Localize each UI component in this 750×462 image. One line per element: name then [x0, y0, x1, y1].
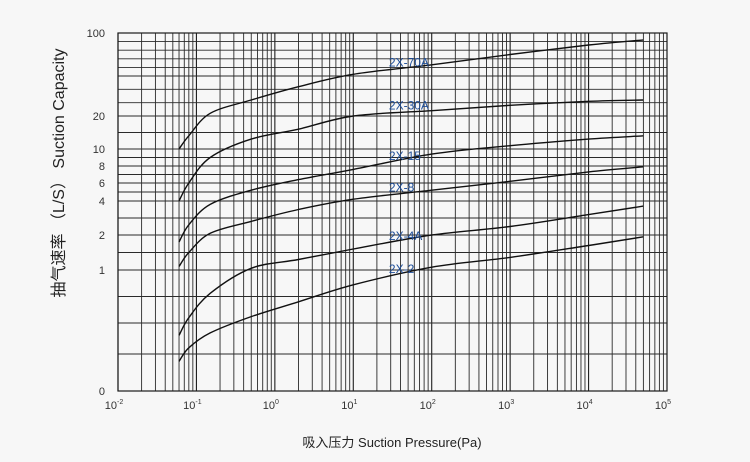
series-label: 2X-15: [389, 149, 421, 163]
x-tick-label: 10-1: [183, 399, 202, 412]
x-tick-base: 10: [498, 400, 510, 412]
series-label: 2X-8: [389, 180, 415, 194]
series-line-2x-8: [178, 166, 644, 267]
x-tick-label: 104: [576, 399, 592, 412]
x-tick-base: 10: [576, 400, 588, 412]
series-line-2x-70a: [178, 39, 644, 150]
x-tick-label: 102: [420, 399, 436, 412]
series-label: 2X-2: [389, 262, 415, 276]
x-axis-ticks: 10-2 10-1 100 101 102 103 104 105: [105, 399, 671, 412]
series-label: 2X-4A: [389, 229, 422, 243]
series-line-2x-30a: [178, 99, 644, 202]
y-tick-label: 8: [99, 161, 105, 173]
x-tick-base: 10: [105, 400, 117, 412]
x-tick-exponent: 2: [432, 399, 436, 406]
series-line-2x-15: [178, 135, 644, 243]
x-tick-label: 100: [263, 399, 279, 412]
x-tick-label: 10-2: [105, 399, 124, 412]
series-line-2x-4a: [178, 205, 644, 336]
y-tick-label: 2: [99, 230, 105, 242]
x-tick-base: 10: [341, 400, 353, 412]
series-label: 2X-30A: [389, 98, 429, 112]
series-line-2x-2: [178, 236, 644, 362]
x-tick-base: 10: [183, 400, 195, 412]
x-tick-exponent: 3: [510, 399, 514, 406]
series-labels: 2X-70A 2X-30A 2X-15 2X-8 2X-4A 2X-2: [389, 55, 429, 275]
y-tick-label: 1: [99, 265, 105, 277]
y-axis-title: 抽气速率 （L/S） Suction Capacity: [50, 49, 68, 298]
y-tick-label: 10: [93, 144, 105, 156]
y-tick-label: 100: [87, 28, 105, 40]
y-tick-label: 20: [93, 111, 105, 123]
x-tick-base: 10: [420, 400, 432, 412]
x-tick-label: 101: [341, 399, 357, 412]
x-tick-exponent: -2: [117, 399, 123, 406]
y-tick-label: 0: [99, 386, 105, 398]
y-tick-label: 4: [99, 196, 105, 208]
series-curves: [178, 39, 644, 362]
x-tick-base: 10: [263, 400, 275, 412]
x-tick-exponent: 1: [353, 399, 357, 406]
x-tick-exponent: -1: [195, 399, 201, 406]
plot-frame: [117, 32, 668, 392]
y-tick-label: 6: [99, 178, 105, 190]
grid: [117, 33, 667, 391]
x-tick-label: 103: [498, 399, 514, 412]
x-tick-exponent: 0: [275, 399, 279, 406]
series-label: 2X-70A: [389, 55, 429, 69]
x-axis-title: 吸入压力 Suction Pressure(Pa): [302, 435, 481, 450]
x-tick-exponent: 5: [667, 399, 671, 406]
x-tick-exponent: 4: [589, 399, 593, 406]
x-tick-label: 105: [655, 399, 671, 412]
x-tick-base: 10: [655, 400, 667, 412]
